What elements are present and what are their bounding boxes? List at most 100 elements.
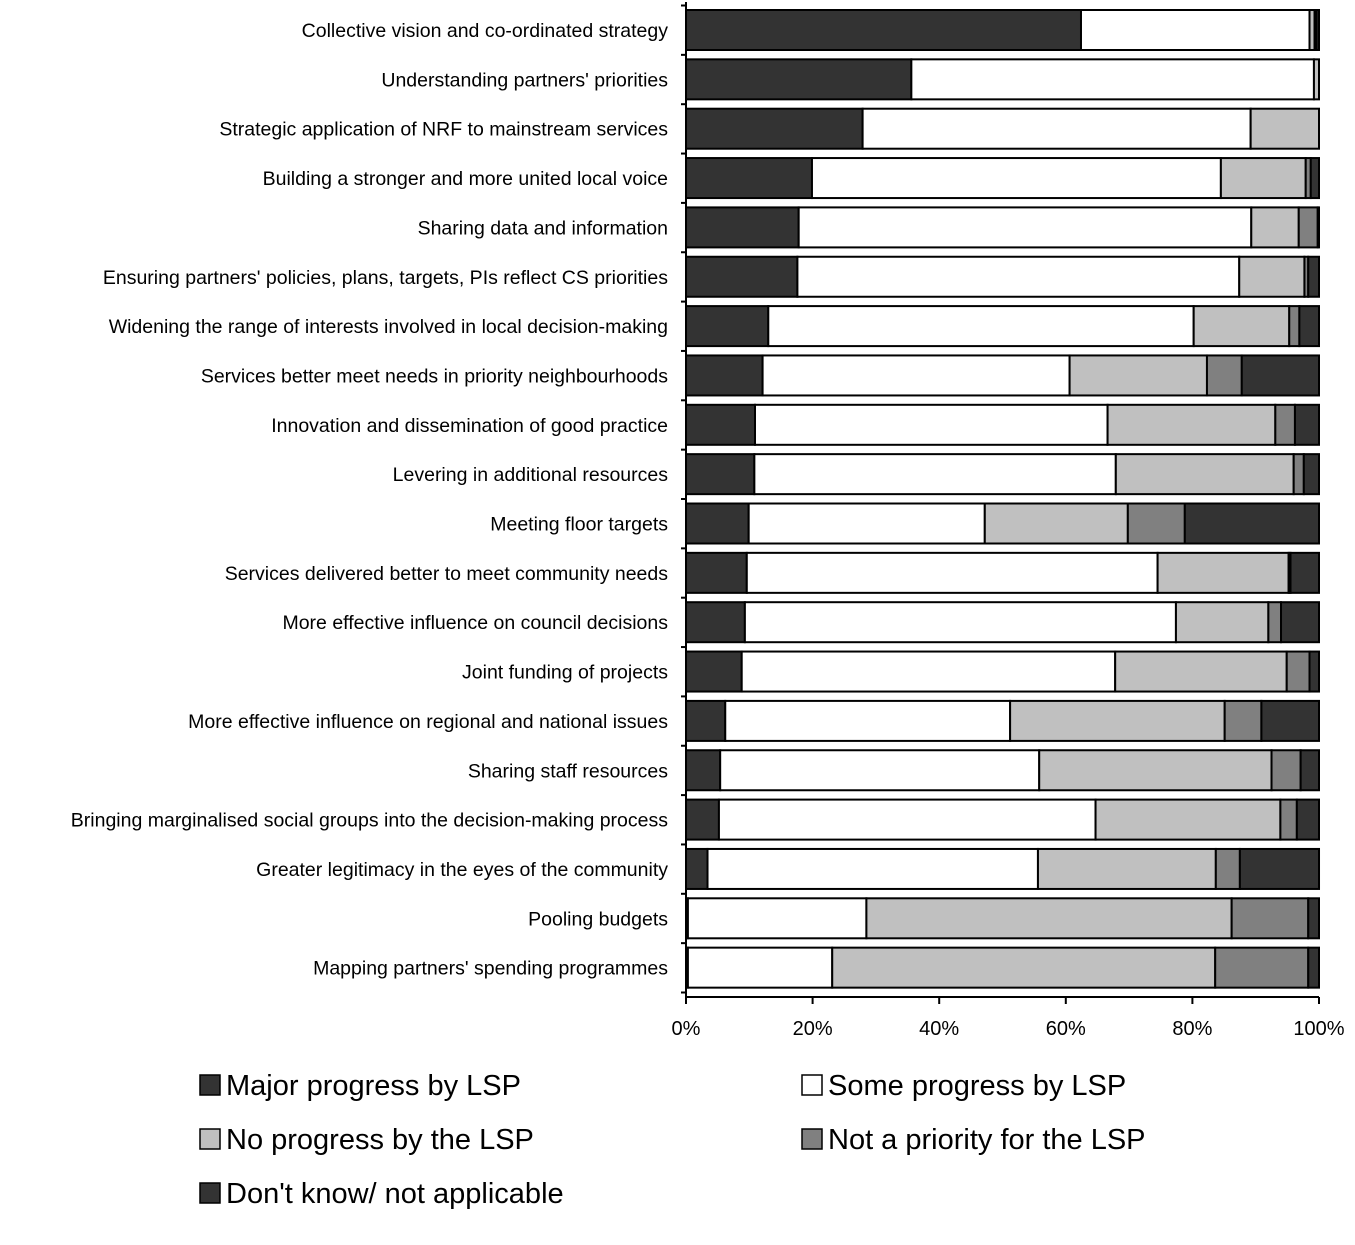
bar-segment-9-series-1 [685, 403, 756, 446]
bar-segment-10-series-3 [1114, 453, 1295, 496]
bar-segment-5-series-1 [685, 206, 800, 249]
bar-segment-18-series-3 [1036, 847, 1217, 890]
legend: Major progress by LSP Some progress by LS… [199, 1070, 1146, 1210]
bar-segment-14-series-4 [1285, 650, 1311, 693]
bar-segment-7-series-2 [767, 305, 1195, 348]
bar-segment-20-series-2 [686, 946, 834, 989]
bar-segment-13-series-1 [685, 601, 746, 644]
bar-segment-9-series-5 [1293, 403, 1320, 446]
category-label: Levering in additional resources [393, 464, 669, 486]
bar-segment-16-series-4 [1270, 749, 1302, 792]
category-label: More effective influence on regional and… [188, 711, 668, 733]
bar-segment-9-series-2 [754, 403, 1109, 446]
bar-segment-5-series-2 [797, 206, 1253, 249]
bar-segment-11-series-1 [685, 502, 750, 545]
bar-segment-1-series-2 [1079, 9, 1311, 51]
bar-segment-19-series-4 [1230, 897, 1310, 940]
bar-segment-7-series-5 [1298, 305, 1321, 348]
bar-segment-16-series-3 [1038, 749, 1273, 792]
bar-segment-18-series-5 [1238, 847, 1321, 890]
bar-segment-15-series-5 [1260, 699, 1321, 742]
category-label: Joint funding of projects [462, 662, 668, 684]
category-label: Greater legitimacy in the eyes of the co… [256, 859, 668, 881]
bar-segment-17-series-3 [1094, 798, 1282, 841]
bar-segment-19-series-3 [865, 897, 1233, 940]
legend-swatch [801, 1128, 823, 1150]
bar-segment-11-series-2 [747, 502, 986, 545]
bar-segment-13-series-4 [1267, 601, 1283, 644]
bar-segment-20-series-5 [1307, 946, 1320, 989]
bar-segment-20-series-3 [831, 946, 1217, 989]
bar-segment-13-series-3 [1174, 601, 1270, 644]
bar-segment-5-series-5 [1316, 206, 1320, 249]
bar-segment-3-series-1 [685, 107, 864, 150]
legend-label: No progress by the LSP [226, 1124, 534, 1156]
bar-segment-3-series-3 [1249, 107, 1321, 150]
bar-segment-19-series-5 [1307, 897, 1320, 940]
bar-segment-4-series-1 [685, 157, 813, 200]
bar-segment-15-series-1 [685, 699, 727, 742]
bar-segment-11-series-5 [1183, 502, 1321, 545]
legend-swatch [801, 1074, 823, 1096]
bar-segment-20-series-4 [1214, 946, 1310, 989]
x-tick-label: 20% [793, 1018, 833, 1040]
bar-segment-12-series-3 [1156, 551, 1290, 594]
bar-segment-17-series-1 [685, 798, 720, 841]
bar-segment-10-series-5 [1302, 453, 1321, 496]
legend-label: Major progress by LSP [226, 1070, 521, 1102]
bar-segment-12-series-5 [1289, 551, 1321, 594]
category-label: Collective vision and co-ordinated strat… [302, 20, 669, 42]
category-label: Understanding partners' priorities [381, 69, 668, 91]
bar-segment-11-series-4 [1126, 502, 1186, 545]
bar-segment-18-series-1 [685, 847, 709, 890]
bar-segment-8-series-4 [1205, 354, 1243, 397]
bar-segment-8-series-5 [1240, 354, 1321, 397]
x-tick-label: 40% [919, 1018, 959, 1040]
legend-label: Not a priority for the LSP [828, 1124, 1146, 1156]
category-label: Building a stronger and more united loca… [263, 168, 668, 190]
category-label: Widening the range of interests involved… [109, 316, 668, 338]
bar-segment-17-series-4 [1279, 798, 1298, 841]
legend-swatch [199, 1074, 221, 1096]
x-tick-label: 80% [1172, 1018, 1212, 1040]
bar-segment-13-series-5 [1280, 601, 1321, 644]
x-tick-label: 0% [672, 1018, 701, 1040]
bar-segment-15-series-4 [1223, 699, 1263, 742]
category-label: Sharing data and information [418, 217, 668, 239]
bar-segment-9-series-3 [1106, 403, 1277, 446]
bar-segment-3-series-2 [861, 107, 1252, 150]
bar-segment-15-series-2 [724, 699, 1012, 742]
bar-segment-2-series-1 [685, 58, 913, 101]
bar-segment-16-series-1 [685, 749, 722, 792]
legend-label: Some progress by LSP [828, 1070, 1126, 1102]
bar-segment-6-series-3 [1238, 255, 1306, 298]
category-labels-group: Collective vision and co-ordinated strat… [71, 20, 668, 980]
bar-segment-9-series-4 [1274, 403, 1296, 446]
category-label: More effective influence on council deci… [282, 612, 668, 634]
bar-segment-17-series-2 [717, 798, 1097, 841]
category-label: Pooling budgets [528, 908, 668, 930]
bar-segment-4-series-3 [1219, 157, 1307, 200]
bar-segment-19-series-2 [686, 897, 868, 940]
x-tick-labels-group: 0% 20% 40% 60% 80% 100% [672, 1018, 1345, 1040]
bar-segment-16-series-5 [1299, 749, 1321, 792]
legend-swatch [199, 1128, 221, 1150]
category-label: Bringing marginalised social groups into… [71, 810, 668, 832]
bar-segment-4-series-2 [810, 157, 1222, 200]
bar-segment-14-series-2 [740, 650, 1117, 693]
x-tick-label: 60% [1046, 1018, 1086, 1040]
bar-segment-11-series-3 [983, 502, 1129, 545]
bar-segment-14-series-3 [1114, 650, 1288, 693]
bar-segment-7-series-4 [1288, 305, 1301, 348]
category-label: Services delivered better to meet commun… [225, 563, 669, 585]
bar-segment-1-series-5 [1315, 9, 1320, 51]
category-label: Ensuring partners' policies, plans, targ… [103, 267, 668, 289]
bar-segment-14-series-5 [1308, 650, 1321, 693]
bar-segment-5-series-3 [1250, 206, 1300, 249]
category-label: Services better meet needs in priority n… [201, 365, 668, 387]
bar-segment-8-series-1 [685, 354, 764, 397]
bar-segment-6-series-2 [796, 255, 1241, 298]
bar-segment-15-series-3 [1009, 699, 1226, 742]
